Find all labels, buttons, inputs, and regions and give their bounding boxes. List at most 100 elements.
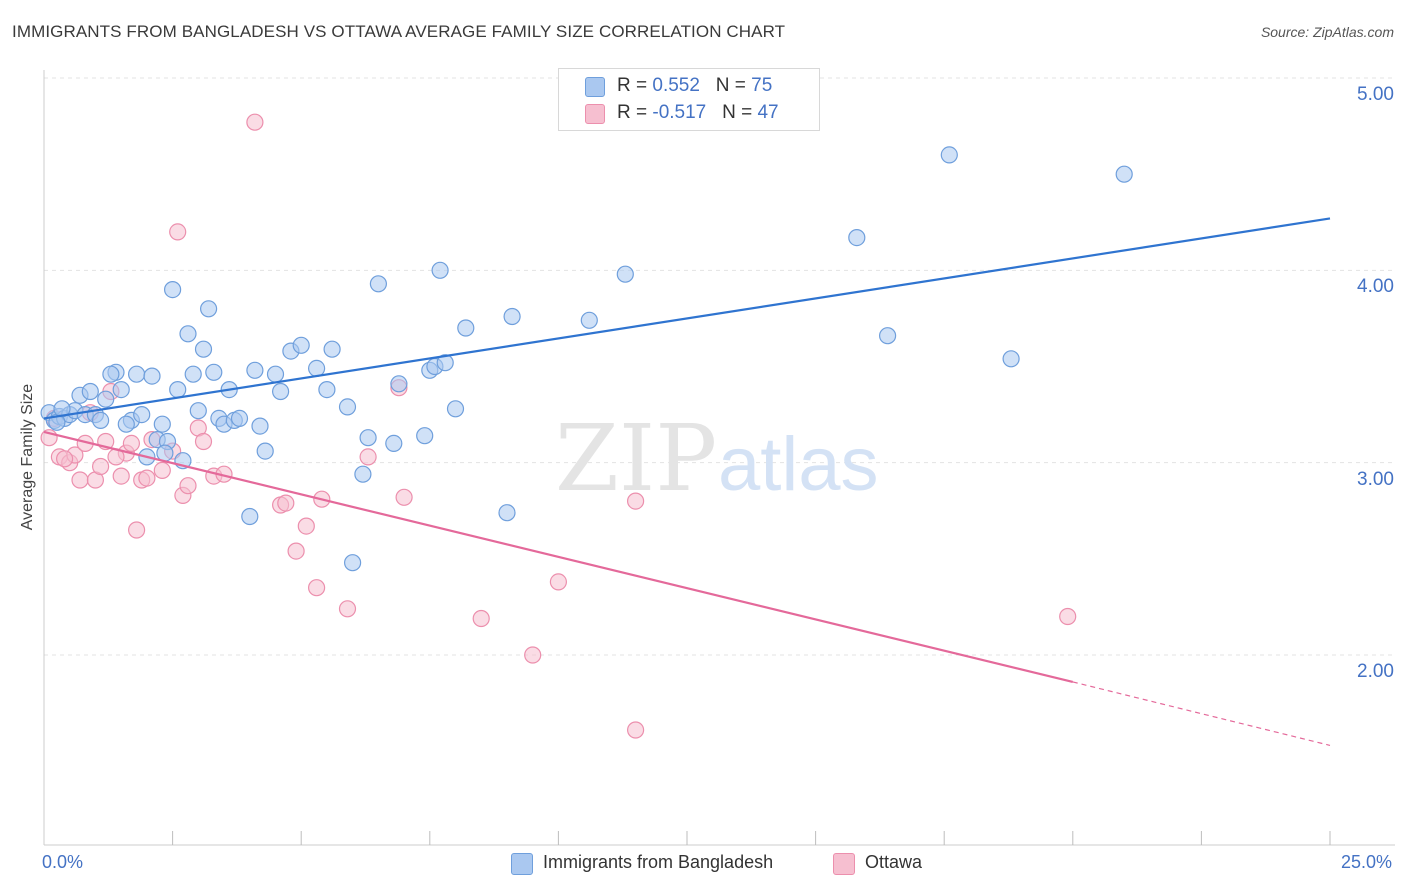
bangladesh-point [189, 402, 207, 420]
bangladesh-point [251, 417, 269, 435]
bangladesh-point [457, 319, 475, 337]
chart-title: IMMIGRANTS FROM BANGLADESH VS OTTAWA AVE… [12, 22, 786, 41]
y-tick-label: 4.00 [1357, 276, 1394, 298]
ottawa-point [626, 492, 645, 510]
x-tick-label-max: 25.0% [1340, 852, 1392, 872]
ottawa-point [194, 432, 213, 451]
ottawa-point [626, 721, 645, 739]
legend-n-label: N = [715, 75, 752, 96]
legend-r-value: -0.517 [652, 102, 707, 123]
legend-r-value: 0.552 [652, 75, 700, 96]
bangladesh-point [266, 365, 285, 383]
y-tick-label: 2.00 [1357, 661, 1394, 682]
legend-swatch-blue [511, 853, 533, 875]
ottawa-point [287, 542, 305, 560]
bangladesh-point [143, 367, 161, 385]
bangladesh-point [128, 365, 146, 383]
bangladesh-point [184, 365, 202, 383]
ottawa-points [40, 113, 1077, 739]
bangladesh-point [112, 381, 130, 399]
bangladesh-point [153, 415, 171, 433]
ottawa-point [128, 521, 146, 539]
bangladesh-point [498, 504, 516, 522]
x-tick-label-min: 0.0% [42, 852, 84, 872]
legend-n-value: 75 [751, 75, 773, 96]
bangladesh-points [40, 146, 1133, 572]
bangladesh-point [256, 442, 274, 460]
watermark-atlas: atlas [718, 422, 879, 507]
y-tick-label: 5.00 [1357, 84, 1394, 105]
gridlines [44, 77, 1395, 656]
legend-swatch-pink [585, 104, 605, 124]
bangladesh-point [91, 411, 110, 429]
ottawa-point [395, 488, 413, 506]
ottawa-point [308, 579, 326, 597]
ottawa-point [338, 600, 357, 618]
bangladesh-point [81, 382, 99, 401]
bangladesh-point [385, 434, 403, 452]
chart-source: Source: ZipAtlas.com [1260, 24, 1394, 40]
bangladesh-point [292, 336, 310, 354]
bangladesh-point [1115, 165, 1133, 183]
bangladesh-point [53, 400, 71, 418]
bangladesh-point [354, 465, 372, 483]
bangladesh-point [431, 261, 449, 279]
ottawa-trend-extension [1072, 681, 1331, 746]
ottawa-point [153, 461, 171, 479]
ottawa-point [138, 469, 156, 487]
legend-r-label: R = [617, 102, 653, 123]
axes [43, 70, 1395, 846]
bangladesh-point [164, 281, 182, 299]
watermark: ZIP atlas [555, 405, 879, 512]
bangladesh-point [205, 363, 223, 381]
ottawa-point [472, 609, 490, 628]
series-legend: Immigrants from Bangladesh Ottawa [0, 852, 1406, 878]
bangladesh-point [369, 275, 387, 293]
bangladesh-point [359, 429, 377, 447]
legend-r-label: R = [617, 75, 653, 96]
bangladesh-trend-line [43, 217, 1331, 420]
bangladesh-point [436, 354, 454, 372]
legend-swatch-blue [585, 77, 605, 97]
bangladesh-point [308, 359, 326, 377]
bangladesh-point [390, 375, 408, 393]
legend-swatch-pink [833, 853, 855, 875]
bangladesh-point [1002, 350, 1020, 368]
bangladesh-point [323, 340, 341, 358]
bangladesh-point [940, 146, 958, 164]
bangladesh-point [241, 507, 259, 526]
bangladesh-point [272, 382, 290, 401]
ottawa-point [91, 457, 110, 476]
ottawa-point [122, 434, 140, 452]
ottawa-point [524, 646, 542, 664]
bangladesh-point [318, 381, 336, 399]
bangladesh-point [878, 327, 897, 345]
y-tick-label: 3.00 [1357, 468, 1394, 490]
bangladesh-point [102, 365, 120, 383]
legend-label: Immigrants from Bangladesh [543, 852, 774, 872]
legend-n-label: N = [722, 102, 758, 123]
bangladesh-point [117, 415, 135, 433]
y-axis-label: Average Family Size [19, 383, 36, 531]
bangladesh-point [179, 325, 197, 343]
bangladesh-point [194, 340, 213, 358]
bangladesh-point [156, 444, 174, 462]
ottawa-point [169, 223, 187, 241]
bangladesh-point [230, 409, 249, 427]
ottawa-point [549, 573, 568, 591]
ottawa-point [277, 494, 295, 512]
bangladesh-point [169, 381, 187, 399]
bangladesh-point [344, 554, 362, 572]
bangladesh-point [580, 311, 598, 329]
ottawa-point [359, 448, 377, 466]
bangladesh-point [446, 400, 465, 418]
ottawa-trend-line [43, 430, 1074, 683]
ottawa-point [71, 471, 89, 489]
ottawa-point [1059, 607, 1077, 626]
bangladesh-point [97, 390, 115, 408]
bangladesh-point [848, 229, 866, 247]
bangladesh-point [246, 361, 264, 379]
legend-label: Ottawa [865, 852, 923, 872]
ottawa-point [112, 467, 130, 485]
